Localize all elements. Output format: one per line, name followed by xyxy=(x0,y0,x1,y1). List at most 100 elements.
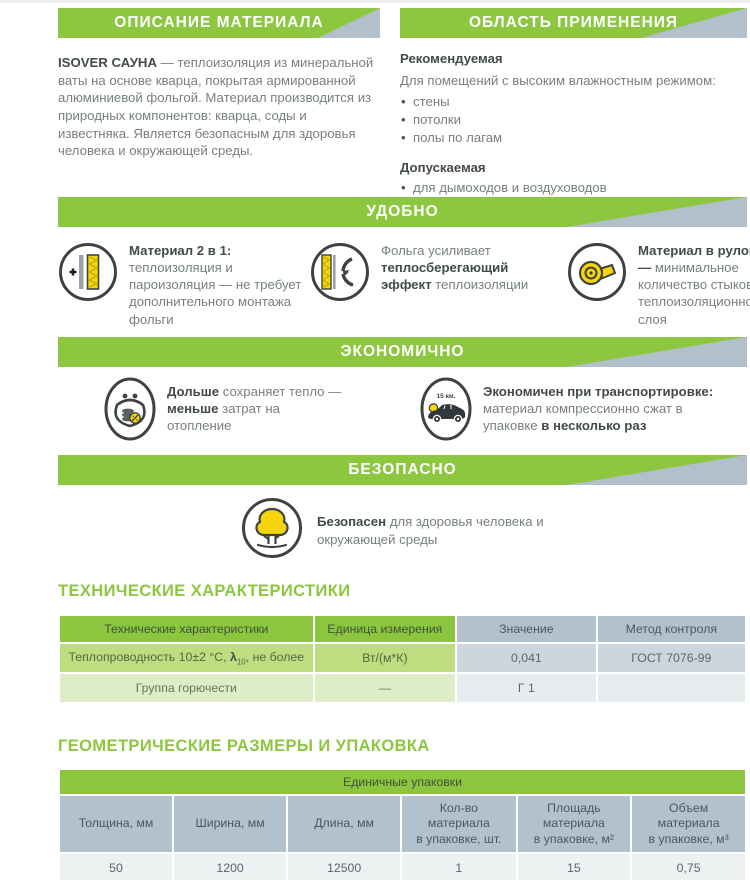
product-name: ISOVER САУНА xyxy=(58,55,157,70)
material-description-text: ISOVER САУНА — теплоизоляция из минераль… xyxy=(58,54,380,160)
feature-two-in-one: Материал 2 в 1: теплоизоляция и пароизол… xyxy=(58,242,310,328)
application-banner: ОБЛАСТЬ ПРИМЕНЕНИЯ xyxy=(400,8,747,38)
column-header: Метод контроля xyxy=(597,616,745,642)
description-banner: ОПИСАНИЕ МАТЕРИАЛА xyxy=(58,8,380,38)
material-description-column: ОПИСАНИЕ МАТЕРИАЛА ISOVER САУНА — теплои… xyxy=(58,8,380,196)
property-name-cell: Теплопроводность 10±2 °С, λ10, не более xyxy=(60,644,313,672)
feature-rest: теплоизоляция и пароизоляция — не требуе… xyxy=(129,260,302,327)
economical-banner-title: ЭКОНОМИЧНО xyxy=(340,343,465,360)
feature-bold: Материал в рулоне — xyxy=(638,243,750,276)
unit-cell: Вт/(м*К) xyxy=(314,644,456,672)
column-header: Ширина, мм xyxy=(174,796,287,853)
value-cell: 1 xyxy=(402,854,516,880)
list-item: потолки xyxy=(400,111,747,129)
cell-text: , не более xyxy=(245,649,305,664)
allowed-list: для дымоходов и воздуховодов xyxy=(400,179,747,197)
feature-heat-savings: Дольше сохраняет тепло — меньше затрат н… xyxy=(104,377,384,446)
foil-reflect-arrows-icon xyxy=(310,242,370,307)
allowed-title: Допускаемая xyxy=(400,159,486,175)
feature-tail: теплоизоляции xyxy=(431,277,529,293)
column-header: Значение xyxy=(457,616,596,642)
feature-bold: теплосберегающий эффект xyxy=(381,260,509,293)
unit-cell: — xyxy=(314,674,456,702)
list-item: для дымоходов и воздуховодов xyxy=(400,179,747,197)
car-distance-label: 15 км. xyxy=(437,393,456,400)
method-cell: ГОСТ 7076-99 xyxy=(597,644,745,672)
feature-bold: Экономичен при транспортировке: xyxy=(483,384,714,399)
feature-rest: затрат на отопление xyxy=(167,401,280,434)
feature-transport: 15 км. Экономичен при транспортировке: м… xyxy=(420,377,735,446)
feature-bold: Материал 2 в 1: xyxy=(129,243,232,258)
feature-rest: минимальное количество стыков теплоизоля… xyxy=(638,260,750,327)
feature-text: Материал 2 в 1: теплоизоляция и пароизол… xyxy=(129,242,305,328)
value-cell: 15 xyxy=(517,854,631,880)
feature-bold: меньше xyxy=(167,401,219,417)
property-name-cell: Группа горючести xyxy=(60,674,313,702)
feature-text: Дольше сохраняет тепло — меньше затрат н… xyxy=(167,383,343,434)
value-cell: 0,041 xyxy=(457,644,596,672)
feature-bold: в несколько раз xyxy=(541,418,647,434)
value-cell: 12500 xyxy=(288,854,401,880)
feature-safe: Безопасен для здоровья человека и окружа… xyxy=(241,497,747,564)
geometry-value-row: 50 1200 12500 1 15 0,75 xyxy=(60,854,745,880)
lambda-subscript: 10 xyxy=(236,657,246,667)
column-header: Толщина, мм xyxy=(60,796,173,853)
column-header: Единица измерения xyxy=(314,616,456,642)
application-banner-title: ОБЛАСТЬ ПРИМЕНЕНИЯ xyxy=(468,14,679,31)
feature-rest: материал компрессионно сжат в упаковке xyxy=(483,401,683,434)
column-header: Объем материала в упаковке, м³ xyxy=(632,796,745,853)
feature-text: Экономичен при транспортировке: материал… xyxy=(483,383,735,434)
feature-text: Фольга усиливает теплосберегающий эффект… xyxy=(381,242,559,293)
feature-roll: Материал в рулоне — минимальное количест… xyxy=(567,242,750,328)
description-body: — теплоизоляция из минеральной ваты на о… xyxy=(58,55,374,159)
feature-foil-effect: Фольга усиливает теплосберегающий эффект… xyxy=(310,242,567,328)
safe-banner-title: БЕЗОПАСНО xyxy=(348,461,457,478)
value-cell: Г 1 xyxy=(457,674,596,702)
feature-text: Материал в рулоне — минимальное количест… xyxy=(638,242,750,328)
tech-table-header-row: Технические характеристики Единица измер… xyxy=(60,616,745,642)
geometry-header-row: Толщина, мм Ширина, мм Длина, мм Кол-во … xyxy=(60,796,745,853)
recommended-list: стены потолки полы по лагам xyxy=(400,93,747,146)
table-row: Группа горючести — Г 1 xyxy=(60,674,745,702)
description-banner-title: ОПИСАНИЕ МАТЕРИАЛА xyxy=(114,14,324,31)
recommended-title: Рекомендуемая xyxy=(400,51,503,66)
tech-section-heading: ТЕХНИЧЕСКИЕ ХАРАКТЕРИСТИКИ xyxy=(58,582,351,600)
feature-bold: Дольше xyxy=(167,384,220,399)
safe-banner: БЕЗОПАСНО xyxy=(58,455,747,485)
recommended-intro: Для помещений с высоким влажностным режи… xyxy=(400,73,716,88)
feature-bold: Безопасен xyxy=(317,514,387,530)
convenient-features: Материал 2 в 1: теплоизоляция и пароизол… xyxy=(58,242,750,328)
feature-text: Безопасен для здоровья человека и окружа… xyxy=(317,513,579,547)
top-section: ОПИСАНИЕ МАТЕРИАЛА ISOVER САУНА — теплои… xyxy=(58,8,747,196)
method-cell xyxy=(597,674,745,702)
economical-features: Дольше сохраняет тепло — меньше затрат н… xyxy=(58,377,747,446)
tree-icon xyxy=(241,497,303,564)
cell-text: Теплопроводность 10±2 °С, xyxy=(68,649,230,664)
purse-coins-icon xyxy=(104,377,156,446)
column-header: Технические характеристики xyxy=(60,616,313,642)
value-cell: 0,75 xyxy=(632,854,745,880)
column-header: Площадь материала в упаковке, м² xyxy=(517,796,631,853)
convenient-banner: УДОБНО xyxy=(58,197,747,227)
geometry-table: Единичные упаковки Толщина, мм Ширина, м… xyxy=(58,768,747,880)
page-top-edge xyxy=(0,0,750,3)
list-item: полы по лагам xyxy=(400,129,747,147)
application-column: ОБЛАСТЬ ПРИМЕНЕНИЯ Рекомендуемая Для пом… xyxy=(400,8,747,196)
geometry-group-row: Единичные упаковки xyxy=(60,770,745,794)
economical-banner: ЭКОНОМИЧНО xyxy=(58,337,747,367)
geometry-section-heading: ГЕОМЕТРИЧЕСКИЕ РАЗМЕРЫ И УПАКОВКА xyxy=(58,737,430,755)
column-header: Кол-во материала в упаковке, шт. xyxy=(402,796,516,853)
list-item: стены xyxy=(400,93,747,111)
feature-rest: для здоровья человека и окружающей среды xyxy=(317,514,544,547)
value-cell: 50 xyxy=(60,854,173,880)
column-header: Длина, мм xyxy=(288,796,401,853)
car-transport-icon: 15 км. xyxy=(420,377,472,446)
value-cell: 1200 xyxy=(174,854,287,880)
convenient-banner-title: УДОБНО xyxy=(366,203,439,220)
group-header: Единичные упаковки xyxy=(60,770,745,794)
safe-feature-row: Безопасен для здоровья человека и окружа… xyxy=(58,497,747,564)
table-row: Теплопроводность 10±2 °С, λ10, не более … xyxy=(60,644,745,672)
lambda-symbol: λ xyxy=(229,649,237,664)
wall-plus-insulation-icon xyxy=(58,242,118,307)
